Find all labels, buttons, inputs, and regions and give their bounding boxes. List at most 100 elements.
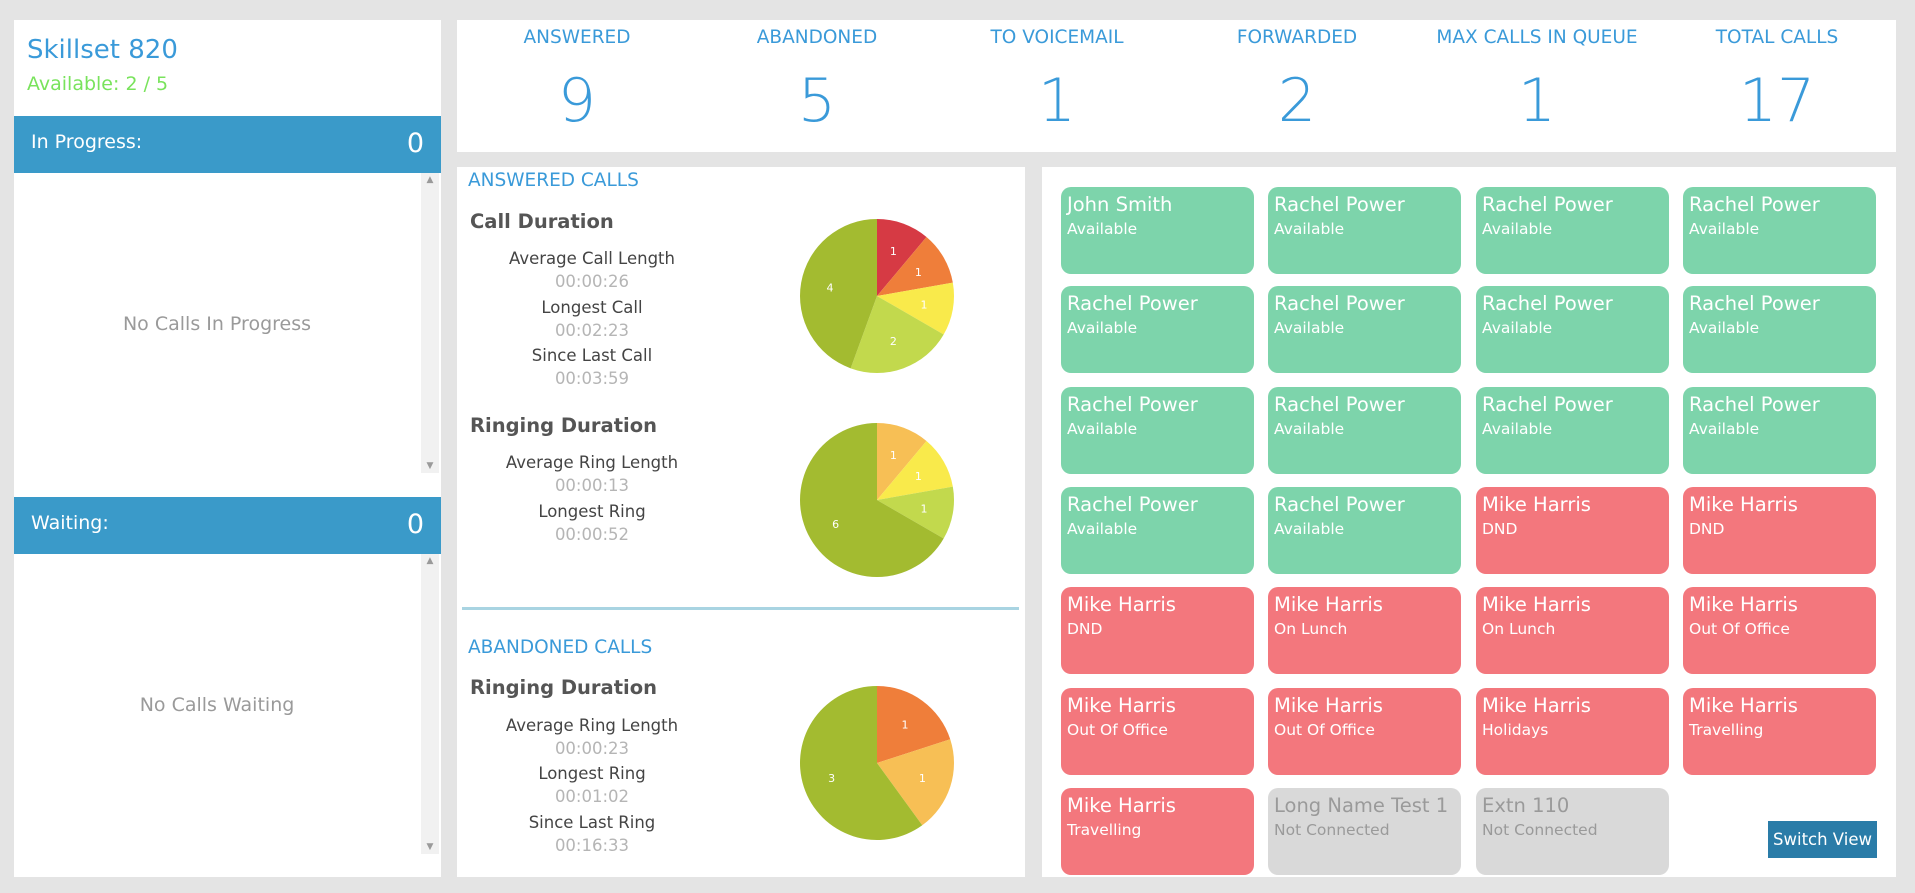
agent-tile[interactable]: Rachel Power Available <box>1476 187 1669 274</box>
agents-panel: John Smith Available Rachel Power Available… <box>1042 167 1896 877</box>
agent-name: Mike Harris <box>1067 593 1176 616</box>
agent-tile[interactable]: Mike Harris On Lunch <box>1476 587 1669 674</box>
agent-name: Rachel Power <box>1274 193 1405 216</box>
scroll-down-icon[interactable]: ▼ <box>426 842 434 852</box>
agent-tile[interactable]: Rachel Power Available <box>1683 286 1876 373</box>
answered-calls-title: ANSWERED CALLS <box>468 170 639 191</box>
stat-value: 17 <box>1738 66 1816 136</box>
agent-tile[interactable]: Mike Harris Out Of Office <box>1683 587 1876 674</box>
call-duration-pie-chart: 1 1 1 2 4 <box>800 219 954 373</box>
agent-name: Rachel Power <box>1482 292 1613 315</box>
agent-tile[interactable]: Mike Harris DND <box>1683 487 1876 574</box>
agent-status: Not Connected <box>1482 821 1598 839</box>
agent-status: Available <box>1482 319 1553 337</box>
agent-tile[interactable]: Mike Harris Holidays <box>1476 688 1669 775</box>
agent-tile[interactable]: Rachel Power Available <box>1268 387 1461 474</box>
agent-name: Mike Harris <box>1689 493 1798 516</box>
agent-tile[interactable]: Rachel Power Available <box>1061 387 1254 474</box>
agent-name: Mike Harris <box>1482 593 1591 616</box>
stat-value: 5 <box>797 66 837 136</box>
agent-tile[interactable]: Rachel Power Available <box>1683 187 1876 274</box>
agent-tile[interactable]: Mike Harris Travelling <box>1061 788 1254 875</box>
agent-status: Holidays <box>1482 721 1549 739</box>
scroll-down-icon[interactable]: ▼ <box>426 461 434 471</box>
agent-tile[interactable]: Rachel Power Available <box>1268 286 1461 373</box>
stat-value: 1 <box>1517 66 1557 136</box>
waiting-label: Waiting: <box>31 512 109 534</box>
agent-tile[interactable]: Mike Harris On Lunch <box>1268 587 1461 674</box>
stat-value: 9 <box>557 66 597 136</box>
pie-slice <box>877 282 954 335</box>
agent-status: Out Of Office <box>1274 721 1375 739</box>
avg-call-length-label: Average Call Length <box>509 249 675 268</box>
stat-label: ABANDONED <box>756 27 878 48</box>
agent-tile[interactable]: Mike Harris DND <box>1476 487 1669 574</box>
since-last-ring-label: Since Last Ring <box>528 813 656 832</box>
agent-tile[interactable]: John Smith Available <box>1061 187 1254 274</box>
skillset-panel: Skillset 820 Available: 2 / 5 In Progres… <box>14 20 441 877</box>
avg-ring-length-value: 00:00:13 <box>554 476 630 495</box>
agent-status: Available <box>1067 520 1138 538</box>
answered-ringing-duration-pie-chart: 1 1 1 6 <box>800 423 954 577</box>
pie-slice <box>877 237 953 296</box>
pie-slice-label: 3 <box>828 772 835 785</box>
agent-tile[interactable]: Mike Harris Travelling <box>1683 688 1876 775</box>
pie-slice <box>877 441 953 500</box>
stat-label: TO VOICEMAIL <box>990 27 1124 48</box>
agent-name: Mike Harris <box>1067 694 1176 717</box>
agent-name: Rachel Power <box>1689 193 1820 216</box>
agent-name: Mike Harris <box>1274 593 1383 616</box>
switch-view-button[interactable]: Switch View <box>1768 821 1877 858</box>
agent-name: Rachel Power <box>1274 292 1405 315</box>
stat-value: 1 <box>1037 66 1077 136</box>
agent-tile[interactable]: Mike Harris Out Of Office <box>1061 688 1254 775</box>
abandoned-avg-ring-length-label: Average Ring Length <box>505 716 679 735</box>
agent-status: Travelling <box>1689 721 1764 739</box>
abandoned-ringing-duration-pie-chart: 1 1 3 <box>800 686 954 840</box>
waiting-scrollbar[interactable]: ▲ ▼ <box>421 554 439 854</box>
agent-tile[interactable]: Long Name Test 1 Not Connected <box>1268 788 1461 875</box>
agent-status: On Lunch <box>1274 620 1348 638</box>
agent-tile[interactable]: Mike Harris DND <box>1061 587 1254 674</box>
agent-tile[interactable]: Rachel Power Available <box>1476 286 1669 373</box>
agent-name: Rachel Power <box>1689 393 1820 416</box>
agent-tile[interactable]: Mike Harris Out Of Office <box>1268 688 1461 775</box>
skillset-title: Skillset 820 <box>27 35 178 65</box>
pie-slice <box>877 486 954 539</box>
in-progress-header: In Progress: 0 <box>14 116 441 173</box>
agent-status: DND <box>1067 620 1103 638</box>
agent-name: Mike Harris <box>1689 593 1798 616</box>
in-progress-list: No Calls In Progress ▲ ▼ <box>14 173 441 473</box>
agent-status: Out Of Office <box>1689 620 1790 638</box>
agent-tile[interactable]: Rachel Power Available <box>1683 387 1876 474</box>
skillset-availability: Available: 2 / 5 <box>27 73 169 95</box>
abandoned-ringing-duration-title: Ringing Duration <box>470 676 657 699</box>
pie-slice-label: 1 <box>921 298 928 311</box>
pie-slice-label: 1 <box>890 245 897 258</box>
pie-slice-label: 6 <box>832 518 839 531</box>
agent-status: Available <box>1689 319 1760 337</box>
since-last-call-value: 00:03:59 <box>554 369 630 388</box>
agent-tile[interactable]: Rachel Power Available <box>1268 187 1461 274</box>
agent-status: Available <box>1274 319 1345 337</box>
agent-tile[interactable]: Extn 110 Not Connected <box>1476 788 1669 875</box>
agent-status: DND <box>1689 520 1725 538</box>
in-progress-scrollbar[interactable]: ▲ ▼ <box>421 173 439 473</box>
scroll-up-icon[interactable]: ▲ <box>426 175 434 185</box>
waiting-list: No Calls Waiting ▲ ▼ <box>14 554 441 874</box>
agent-tile[interactable]: Rachel Power Available <box>1061 487 1254 574</box>
agent-status: Available <box>1689 420 1760 438</box>
scroll-up-icon[interactable]: ▲ <box>426 556 434 566</box>
agent-name: Rachel Power <box>1067 493 1198 516</box>
in-progress-label: In Progress: <box>31 131 143 153</box>
waiting-count: 0 <box>406 509 424 540</box>
agent-tile[interactable]: Rachel Power Available <box>1476 387 1669 474</box>
agent-status: DND <box>1482 520 1518 538</box>
agent-tile[interactable]: Rachel Power Available <box>1061 286 1254 373</box>
pie-slice-label: 1 <box>919 772 926 785</box>
stat-label: FORWARDED <box>1236 27 1358 48</box>
pie-slice <box>877 686 951 763</box>
agent-tile[interactable]: Rachel Power Available <box>1268 487 1461 574</box>
pie-slice <box>800 423 944 577</box>
agent-name: Rachel Power <box>1067 292 1198 315</box>
